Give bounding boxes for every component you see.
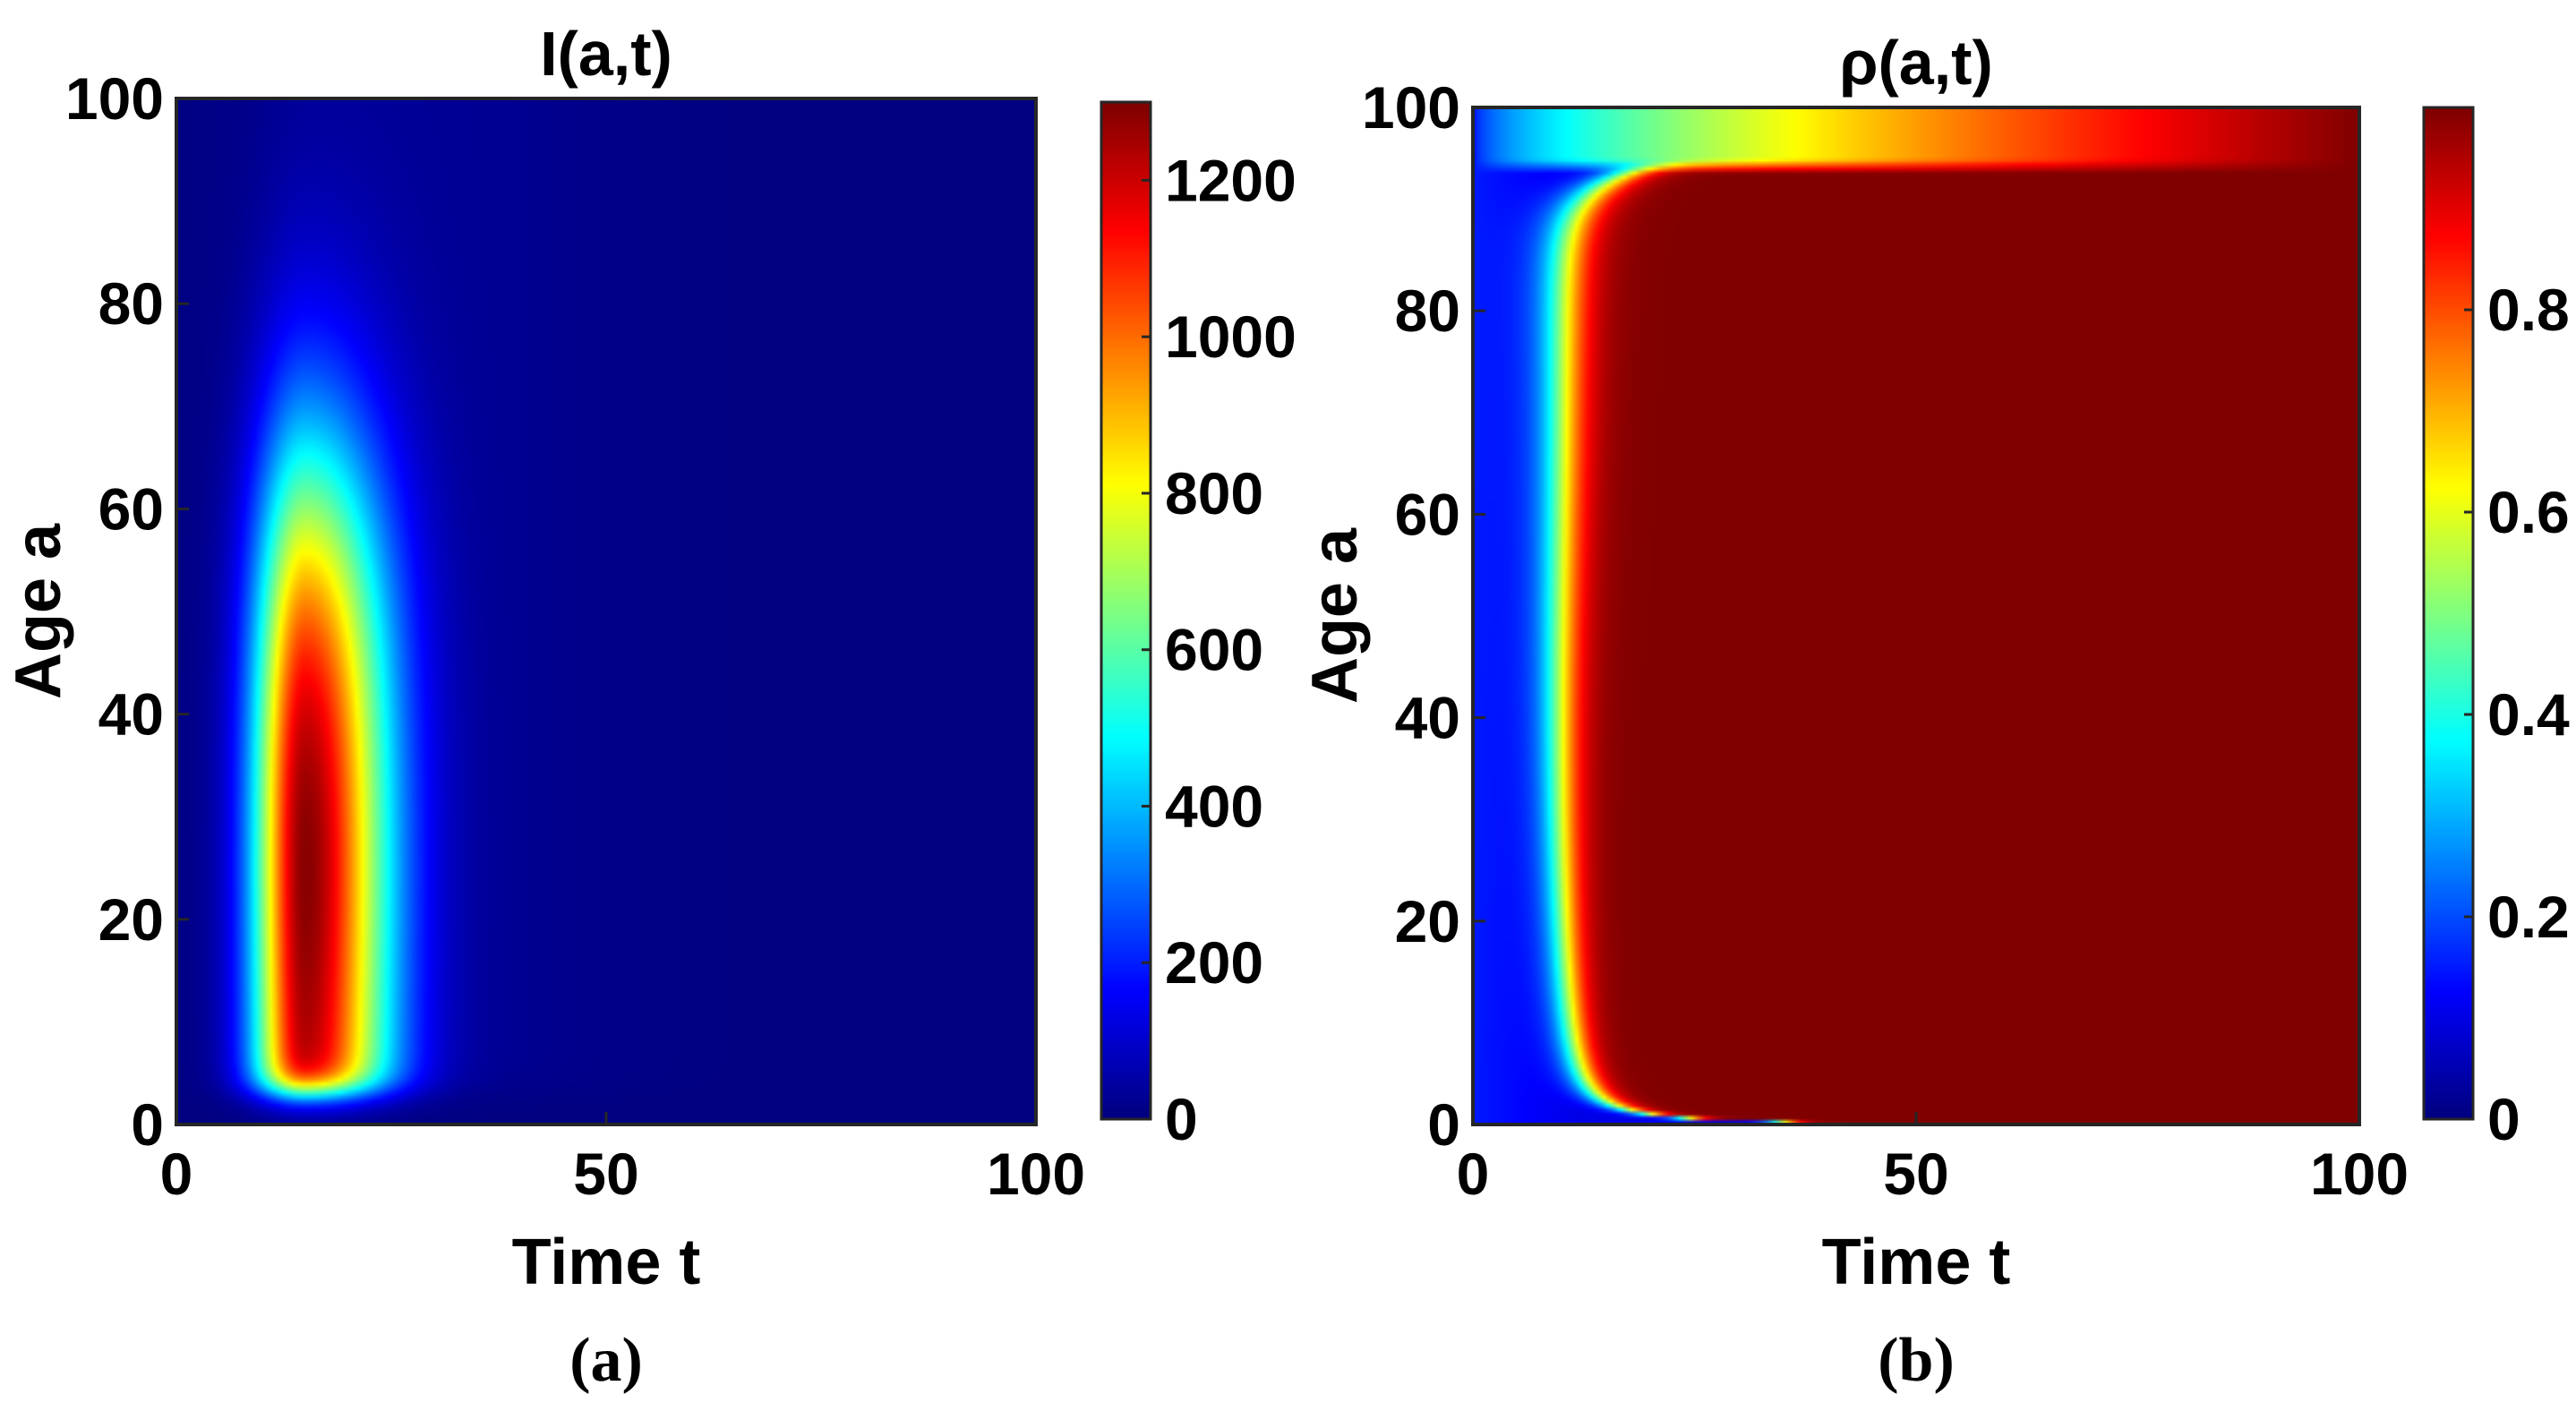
colorbar-tick-label: 0 [1165, 1086, 1198, 1152]
colorbar-tick-label: 0.4 [2487, 681, 2570, 748]
y-tick-label: 100 [65, 65, 164, 132]
x-tick-label: 100 [987, 1141, 1085, 1207]
x-tick-label: 0 [160, 1141, 193, 1207]
y-tick-label: 60 [98, 475, 164, 542]
x-axis-label: Time t [512, 1227, 701, 1298]
y-tick-label: 20 [98, 886, 164, 953]
y-tick-label: 40 [98, 681, 164, 748]
x-axis-label: Time t [1822, 1227, 2011, 1298]
y-axis-label: Age a [3, 523, 74, 699]
panel-caption: (a) [569, 1326, 643, 1395]
colorbar [1101, 102, 1151, 1119]
panel-caption: (b) [1878, 1326, 1955, 1395]
y-tick-label: 60 [1395, 481, 1460, 547]
colorbar-tick-label: 1000 [1165, 304, 1297, 370]
colorbar-tick-label: 600 [1165, 617, 1263, 683]
colorbar-tick-label: 1200 [1165, 147, 1297, 213]
colorbar-tick-label: 200 [1165, 929, 1263, 996]
y-tick-label: 80 [1395, 278, 1460, 344]
y-tick-label: 40 [1395, 685, 1460, 751]
chart-title: ρ(a,t) [1839, 28, 1993, 98]
colorbar-tick-label: 0.2 [2487, 884, 2570, 950]
y-tick-label: 100 [1362, 74, 1460, 141]
colorbar-frame [2422, 106, 2475, 1121]
chart-title: I(a,t) [540, 19, 672, 89]
y-tick-label: 0 [131, 1091, 164, 1158]
heatmap-image [176, 98, 1036, 1125]
x-tick-label: 0 [1457, 1141, 1490, 1207]
colorbar-tick-label: 400 [1165, 773, 1263, 839]
y-tick-label: 0 [1427, 1091, 1460, 1158]
y-tick-label: 80 [98, 270, 164, 337]
colorbar-tick-label: 800 [1165, 460, 1263, 526]
colorbar [2424, 107, 2473, 1119]
x-tick-label: 50 [1883, 1141, 1948, 1207]
colorbar-tick-label: 0.8 [2487, 277, 2570, 343]
x-tick-label: 100 [2310, 1141, 2409, 1207]
panel-b: 0 50 100 0 20 40 60 80 100 ρ(a,t) Time t Age a 0 0.2 0… [1299, 28, 2570, 1395]
heatmap-image [1473, 107, 2359, 1125]
y-tick-label: 20 [1395, 888, 1460, 954]
colorbar-tick-label: 0 [2487, 1086, 2520, 1152]
colorbar-frame [1100, 100, 1152, 1121]
x-tick-label: 50 [573, 1141, 638, 1207]
colorbar-tick-label: 0.6 [2487, 479, 2570, 545]
y-axis-label: Age a [1299, 527, 1371, 704]
